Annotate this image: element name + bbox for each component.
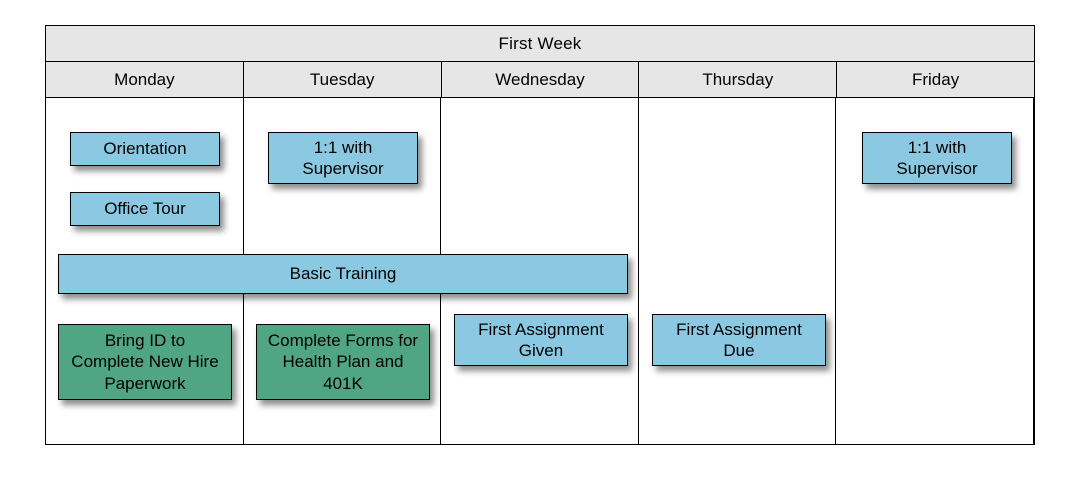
calendar-card-label: Bring ID to Complete New Hire Paperwork: [67, 330, 223, 394]
calendar-days-header: Monday Tuesday Wednesday Thursday Friday: [46, 62, 1034, 98]
calendar-card-complete-forms: Complete Forms for Health Plan and 401K: [256, 324, 430, 400]
calendar-card-bring-id: Bring ID to Complete New Hire Paperwork: [58, 324, 232, 400]
day-header-label: Thursday: [702, 70, 773, 90]
calendar-card-label: Office Tour: [104, 198, 186, 219]
calendar-card-label: First Assignment Due: [661, 319, 817, 362]
calendar-card-label: 1:1 with Supervisor: [871, 137, 1003, 180]
day-header-label: Monday: [114, 70, 174, 90]
calendar-body: Orientation Office Tour 1:1 with Superviso…: [46, 98, 1034, 444]
calendar-card-one-on-one-mon: 1:1 with Supervisor: [268, 132, 418, 184]
day-header-label: Tuesday: [310, 70, 375, 90]
day-col-thursday: [639, 98, 837, 444]
calendar-card-label: Basic Training: [290, 263, 397, 284]
calendar-card-label: First Assignment Given: [463, 319, 619, 362]
calendar-card-label: Orientation: [103, 138, 186, 159]
calendar-card-label: 1:1 with Supervisor: [277, 137, 409, 180]
day-header-thursday: Thursday: [639, 62, 837, 97]
calendar-card-first-assign-due: First Assignment Due: [652, 314, 826, 366]
calendar-card-one-on-one-fri: 1:1 with Supervisor: [862, 132, 1012, 184]
calendar-card-first-assign-given: First Assignment Given: [454, 314, 628, 366]
calendar-card-label: Complete Forms for Health Plan and 401K: [265, 330, 421, 394]
day-header-label: Wednesday: [495, 70, 584, 90]
day-header-friday: Friday: [837, 62, 1034, 97]
calendar-card-basic-training: Basic Training: [58, 254, 628, 294]
weekly-calendar: First Week Monday Tuesday Wednesday Thur…: [45, 25, 1035, 445]
day-header-monday: Monday: [46, 62, 244, 97]
day-header-label: Friday: [912, 70, 959, 90]
calendar-title-row: First Week: [46, 26, 1034, 62]
calendar-card-orientation: Orientation: [70, 132, 220, 166]
calendar-title: First Week: [499, 34, 582, 54]
day-header-tuesday: Tuesday: [244, 62, 442, 97]
calendar-card-office-tour: Office Tour: [70, 192, 220, 226]
day-header-wednesday: Wednesday: [442, 62, 640, 97]
